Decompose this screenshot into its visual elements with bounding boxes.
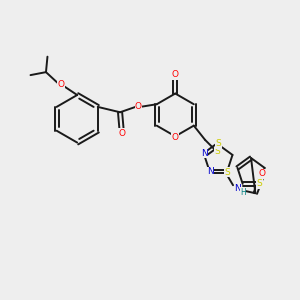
Text: S: S [224, 168, 230, 177]
Text: S: S [214, 147, 220, 156]
Text: O: O [57, 80, 64, 89]
Text: N: N [201, 149, 208, 158]
Text: N: N [234, 184, 241, 193]
Text: H: H [240, 188, 246, 197]
Text: S: S [215, 139, 221, 148]
Text: O: O [135, 101, 142, 110]
Text: O: O [172, 133, 179, 142]
Text: O: O [118, 129, 125, 138]
Text: O: O [172, 70, 179, 79]
Text: O: O [258, 169, 266, 178]
Text: N: N [207, 167, 214, 176]
Text: S: S [256, 179, 262, 188]
